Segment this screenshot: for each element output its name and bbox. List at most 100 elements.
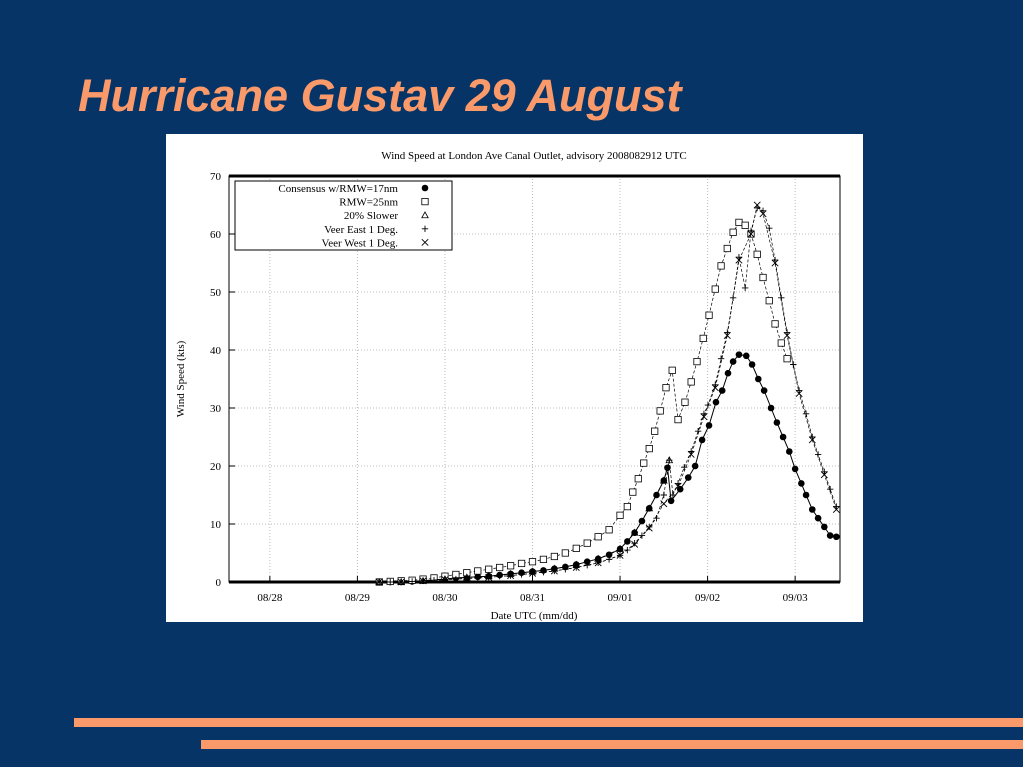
marker bbox=[651, 427, 659, 435]
marker bbox=[833, 533, 840, 541]
marker bbox=[691, 462, 699, 470]
marker bbox=[802, 410, 810, 417]
marker bbox=[718, 387, 726, 394]
marker bbox=[539, 555, 548, 563]
marker bbox=[660, 500, 668, 508]
x-tick-label: 09/01 bbox=[608, 592, 633, 604]
plot-area: 0 10 20 30 40 50 60 70 08/28 08/29 08/30 08/31 09/01… bbox=[210, 171, 841, 604]
marker bbox=[821, 523, 828, 531]
marker bbox=[660, 491, 668, 499]
marker bbox=[729, 358, 737, 365]
marker bbox=[723, 244, 731, 253]
marker bbox=[700, 413, 708, 421]
marker bbox=[760, 387, 768, 394]
marker bbox=[676, 485, 684, 493]
marker bbox=[630, 528, 639, 536]
marker bbox=[550, 552, 558, 561]
marker bbox=[698, 436, 706, 444]
marker bbox=[646, 523, 653, 531]
marker bbox=[550, 567, 558, 575]
marker bbox=[629, 488, 637, 496]
marker bbox=[808, 436, 816, 444]
marker bbox=[507, 572, 515, 580]
marker bbox=[687, 448, 695, 455]
marker bbox=[684, 474, 692, 481]
marker bbox=[645, 505, 653, 512]
marker bbox=[441, 576, 449, 584]
marker bbox=[645, 444, 653, 453]
marker bbox=[666, 457, 673, 464]
x-tick-label: 09/03 bbox=[783, 592, 809, 604]
legend-label: 20% Slower bbox=[344, 210, 398, 222]
marker bbox=[528, 558, 537, 566]
marker bbox=[674, 480, 682, 487]
marker bbox=[693, 357, 701, 366]
y-axis-label: Wind Speed (kts) bbox=[175, 340, 187, 417]
marker bbox=[783, 331, 791, 340]
marker bbox=[820, 471, 828, 479]
marker bbox=[616, 511, 624, 519]
x-axis-label: Date UTC (mm/dd) bbox=[491, 610, 578, 622]
marker bbox=[605, 551, 613, 559]
marker bbox=[735, 254, 743, 261]
marker bbox=[814, 514, 822, 522]
marker bbox=[645, 524, 653, 532]
marker bbox=[616, 544, 624, 552]
marker bbox=[583, 539, 591, 547]
marker bbox=[832, 505, 840, 514]
marker bbox=[759, 210, 767, 218]
marker bbox=[638, 532, 646, 539]
decor-bar bbox=[201, 740, 1023, 749]
marker bbox=[753, 201, 761, 209]
marker bbox=[741, 284, 749, 292]
marker bbox=[826, 486, 834, 493]
marker bbox=[594, 559, 602, 567]
marker bbox=[485, 565, 493, 573]
marker bbox=[583, 558, 591, 565]
marker bbox=[640, 459, 648, 467]
marker bbox=[705, 311, 713, 319]
marker bbox=[631, 540, 639, 548]
marker bbox=[517, 559, 526, 568]
marker bbox=[826, 532, 834, 539]
series-line bbox=[379, 207, 837, 583]
marker bbox=[572, 544, 580, 552]
marker bbox=[687, 450, 695, 458]
marker bbox=[766, 225, 773, 232]
marker bbox=[779, 433, 787, 441]
legend-box bbox=[234, 180, 453, 251]
marker bbox=[463, 575, 471, 583]
x-tick-label: 08/28 bbox=[257, 592, 283, 604]
marker bbox=[759, 207, 767, 214]
marker bbox=[771, 320, 779, 328]
marker bbox=[723, 331, 731, 340]
marker bbox=[753, 250, 761, 258]
marker bbox=[747, 227, 755, 235]
x-tick-label: 08/31 bbox=[520, 592, 545, 604]
x-tick-label: 08/29 bbox=[345, 592, 371, 604]
marker bbox=[711, 285, 719, 293]
marker bbox=[773, 419, 781, 426]
marker bbox=[705, 422, 713, 429]
marker bbox=[397, 578, 405, 586]
marker bbox=[421, 211, 429, 219]
marker bbox=[809, 433, 816, 441]
marker bbox=[704, 401, 712, 409]
marker bbox=[474, 567, 482, 575]
marker bbox=[659, 476, 668, 484]
slide-title: Hurricane Gustav 29 August bbox=[78, 70, 684, 121]
marker bbox=[771, 259, 779, 267]
marker bbox=[664, 464, 671, 472]
marker bbox=[496, 563, 504, 572]
marker bbox=[742, 352, 750, 360]
marker bbox=[528, 569, 537, 577]
y-tick-label: 10 bbox=[210, 519, 222, 531]
marker bbox=[791, 465, 799, 473]
legend-label: Consensus w/RMW=17nm bbox=[278, 183, 398, 195]
marker bbox=[767, 404, 775, 412]
marker bbox=[798, 480, 805, 487]
marker bbox=[656, 407, 664, 415]
marker bbox=[729, 228, 737, 236]
series-line bbox=[379, 204, 837, 583]
